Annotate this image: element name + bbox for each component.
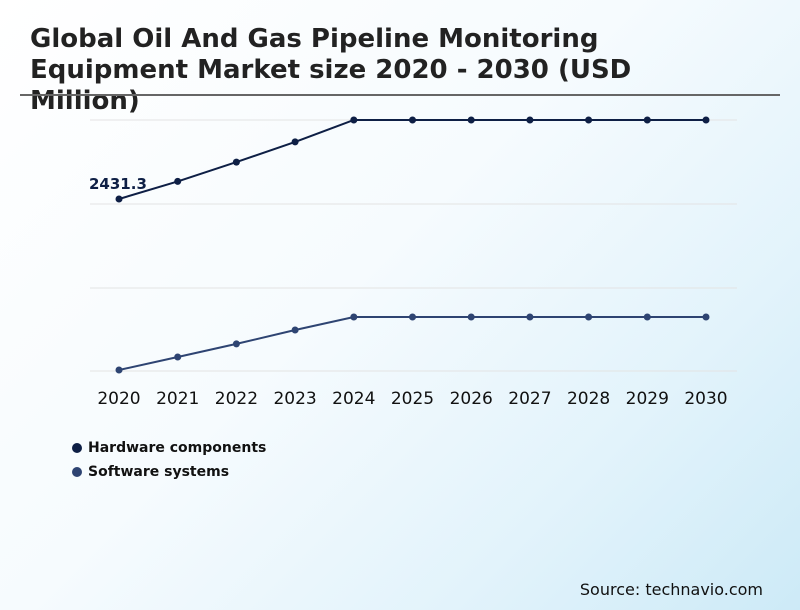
- x-tick-label-2028: 2028: [567, 389, 610, 409]
- chart-title: Global Oil And Gas Pipeline Monitoring E…: [30, 24, 632, 116]
- x-tick-label-2025: 2025: [391, 389, 434, 409]
- data-point-hardware-2023[interactable]: [291, 138, 299, 146]
- data-point-software-2021[interactable]: [174, 353, 182, 361]
- data-point-software-2030[interactable]: [702, 313, 710, 321]
- data-point-software-2029[interactable]: [643, 313, 651, 321]
- data-point-hardware-2029[interactable]: [643, 116, 651, 124]
- data-label-0: 2431.3: [89, 175, 147, 193]
- legend-item-software[interactable]: Software systems: [72, 460, 266, 484]
- data-point-software-2028[interactable]: [585, 313, 593, 321]
- data-point-software-2022[interactable]: [232, 340, 240, 348]
- x-tick-label-2024: 2024: [332, 389, 375, 409]
- data-point-hardware-2020[interactable]: [115, 195, 123, 203]
- x-tick-label-2020: 2020: [97, 389, 140, 409]
- data-labels: 2431.3: [89, 175, 147, 193]
- data-point-hardware-2022[interactable]: [232, 158, 240, 166]
- x-tick-label-2022: 2022: [215, 389, 258, 409]
- legend-marker-software: [72, 467, 82, 477]
- x-tick-label-2027: 2027: [508, 389, 551, 409]
- x-tick-label-2023: 2023: [273, 389, 316, 409]
- data-point-software-2023[interactable]: [291, 326, 299, 334]
- data-point-software-2027[interactable]: [526, 313, 534, 321]
- legend: Hardware components Software systems: [72, 436, 266, 484]
- legend-label-hardware: Hardware components: [88, 440, 267, 456]
- x-tick-label-2030: 2030: [684, 389, 727, 409]
- data-point-hardware-2021[interactable]: [174, 177, 182, 185]
- data-point-software-2024[interactable]: [350, 313, 358, 321]
- x-tick-label-2026: 2026: [450, 389, 493, 409]
- series: [115, 116, 710, 374]
- legend-label-software: Software systems: [88, 464, 230, 480]
- legend-marker-hardware: [72, 443, 82, 453]
- data-point-software-2025[interactable]: [409, 313, 416, 321]
- data-point-software-2026[interactable]: [467, 313, 475, 321]
- x-axis-tick-labels: 2020 2021 2022 2023 2024 2025 2026 2027 2028 2029…: [97, 389, 727, 409]
- x-tick-label-2029: 2029: [626, 389, 669, 409]
- data-point-hardware-2024[interactable]: [350, 116, 358, 124]
- x-tick-label-2021: 2021: [156, 389, 199, 409]
- series-line-hardware: [118, 119, 706, 200]
- gridlines: [90, 119, 737, 372]
- data-point-hardware-2025[interactable]: [409, 116, 416, 124]
- series-line-software: [118, 316, 706, 371]
- data-point-hardware-2028[interactable]: [585, 116, 593, 124]
- data-point-hardware-2030[interactable]: [702, 116, 710, 124]
- legend-item-hardware[interactable]: Hardware components: [72, 436, 266, 460]
- data-point-software-2020[interactable]: [115, 366, 123, 374]
- title-divider: [20, 94, 780, 96]
- data-point-hardware-2027[interactable]: [526, 116, 534, 124]
- data-point-hardware-2026[interactable]: [467, 116, 475, 124]
- source-credit: Source: technavio.com: [579, 580, 763, 599]
